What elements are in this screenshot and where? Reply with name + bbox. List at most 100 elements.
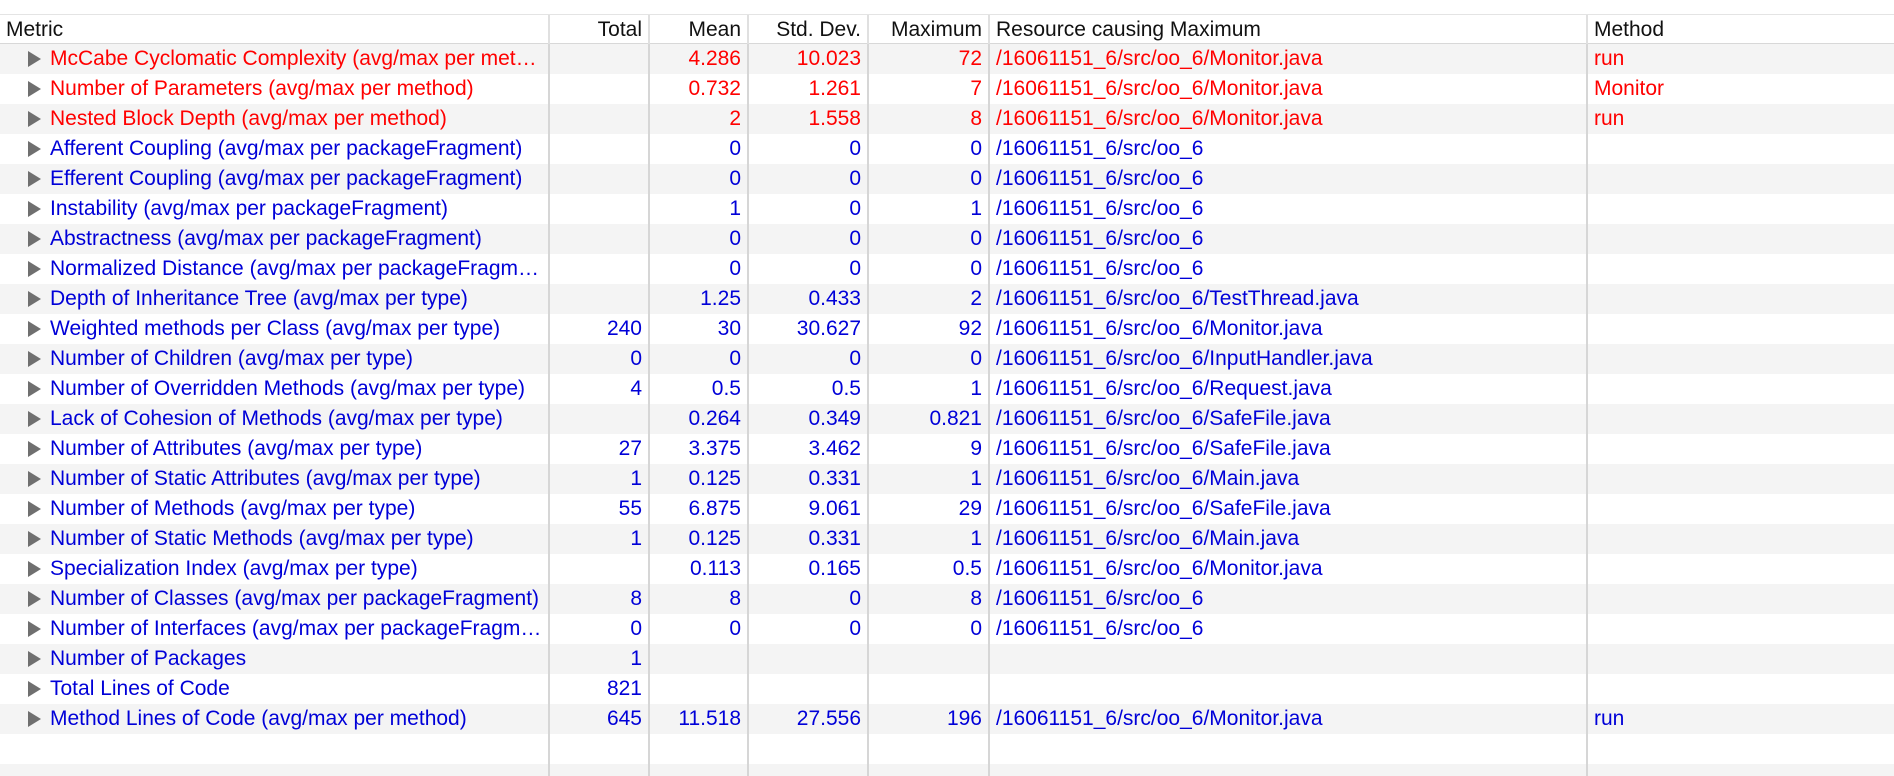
- disclosure-triangle-right-icon[interactable]: [28, 291, 41, 307]
- method-cell: run: [1594, 107, 1625, 130]
- maximum-cell: 0: [869, 164, 990, 194]
- column-header-mean[interactable]: Mean: [650, 15, 749, 44]
- disclosure-triangle-right-icon[interactable]: [28, 261, 41, 277]
- std-dev-cell: 0.165: [749, 554, 869, 584]
- table-row[interactable]: Nested Block Depth (avg/max per method) 2…: [0, 104, 1894, 134]
- disclosure-triangle-right-icon[interactable]: [28, 381, 41, 397]
- maximum-cell: 9: [869, 434, 990, 464]
- disclosure-triangle-right-icon[interactable]: [28, 321, 41, 337]
- table-row[interactable]: Number of Static Methods (avg/max per ty…: [0, 524, 1894, 554]
- table-row[interactable]: Number of Static Attributes (avg/max per…: [0, 464, 1894, 494]
- resource-cell: /16061151_6/src/oo_6/SafeFile.java: [990, 494, 1588, 524]
- table-row[interactable]: Number of Methods (avg/max per type) 55 6.…: [0, 494, 1894, 524]
- metric-name: Number of Static Attributes (avg/max per…: [50, 467, 481, 490]
- table-row[interactable]: Weighted methods per Class (avg/max per …: [0, 314, 1894, 344]
- resource-cell: /16061151_6/src/oo_6/Request.java: [990, 374, 1588, 404]
- mean-cell: 0.113: [650, 554, 749, 584]
- resource-cell: [990, 644, 1588, 674]
- column-header-resource[interactable]: Resource causing Maximum: [990, 15, 1588, 44]
- maximum-cell: [869, 674, 990, 704]
- table-row[interactable]: Number of Overridden Methods (avg/max pe…: [0, 374, 1894, 404]
- mean-cell: 0: [650, 224, 749, 254]
- disclosure-triangle-right-icon[interactable]: [28, 141, 41, 157]
- total-cell: 1: [550, 524, 650, 554]
- table-row[interactable]: Abstractness (avg/max per packageFragmen…: [0, 224, 1894, 254]
- std-dev-cell: 0.5: [749, 374, 869, 404]
- table-row[interactable]: Lack of Cohesion of Methods (avg/max per…: [0, 404, 1894, 434]
- table-row[interactable]: Number of Attributes (avg/max per type) 2…: [0, 434, 1894, 464]
- metric-cell: Instability (avg/max per packageFragment…: [0, 194, 550, 224]
- table-row[interactable]: Number of Parameters (avg/max per method…: [0, 74, 1894, 104]
- disclosure-triangle-right-icon[interactable]: [28, 531, 41, 547]
- table-row[interactable]: Afferent Coupling (avg/max per packageFr…: [0, 134, 1894, 164]
- resource-cell: /16061151_6/src/oo_6: [990, 614, 1588, 644]
- table-row[interactable]: Efferent Coupling (avg/max per packageFr…: [0, 164, 1894, 194]
- disclosure-triangle-right-icon[interactable]: [28, 621, 41, 637]
- empty-cell: [1588, 734, 1894, 764]
- disclosure-triangle-right-icon[interactable]: [28, 411, 41, 427]
- mean-cell: 6.875: [650, 494, 749, 524]
- table-row[interactable]: Number of Children (avg/max per type) 0 0 0…: [0, 344, 1894, 374]
- disclosure-triangle-right-icon[interactable]: [28, 501, 41, 517]
- metric-name: Instability (avg/max per packageFragment…: [50, 197, 449, 220]
- column-header-std-dev[interactable]: Std. Dev.: [749, 15, 869, 44]
- table-body: McCabe Cyclomatic Complexity (avg/max pe…: [0, 44, 1894, 776]
- disclosure-triangle-right-icon[interactable]: [28, 351, 41, 367]
- resource-cell: /16061151_6/src/oo_6/InputHandler.java: [990, 344, 1588, 374]
- std-dev-cell: 1.558: [749, 104, 869, 134]
- table-row[interactable]: Total Lines of Code 821: [0, 674, 1894, 704]
- disclosure-triangle-right-icon[interactable]: [28, 231, 41, 247]
- total-cell: 821: [550, 674, 650, 704]
- method-cell: [1588, 134, 1894, 164]
- resource-cell: /16061151_6/src/oo_6: [990, 164, 1588, 194]
- table-header: Metric Total Mean Std. Dev. Maximum Reso…: [0, 14, 1894, 44]
- table-row[interactable]: Instability (avg/max per packageFragment…: [0, 194, 1894, 224]
- disclosure-triangle-right-icon[interactable]: [28, 111, 41, 127]
- column-header-metric[interactable]: Metric: [0, 15, 550, 44]
- disclosure-triangle-right-icon[interactable]: [28, 441, 41, 457]
- disclosure-triangle-right-icon[interactable]: [28, 651, 41, 667]
- metric-name: Number of Attributes (avg/max per type): [50, 437, 423, 460]
- method-cell: [1588, 344, 1894, 374]
- table-row[interactable]: Specialization Index (avg/max per type) 0…: [0, 554, 1894, 584]
- metric-cell: Number of Interfaces (avg/max per packag…: [0, 614, 550, 644]
- mean-cell: 30: [650, 314, 749, 344]
- table-row[interactable]: Number of Interfaces (avg/max per packag…: [0, 614, 1894, 644]
- table-row[interactable]: Normalized Distance (avg/max per package…: [0, 254, 1894, 284]
- column-header-method[interactable]: Method: [1594, 18, 1665, 41]
- table-row[interactable]: Number of Packages 1: [0, 644, 1894, 674]
- disclosure-triangle-right-icon[interactable]: [28, 471, 41, 487]
- column-header-maximum[interactable]: Maximum: [869, 15, 990, 44]
- metric-cell: Nested Block Depth (avg/max per method): [0, 104, 550, 134]
- disclosure-triangle-right-icon[interactable]: [28, 81, 41, 97]
- column-header-total[interactable]: Total: [550, 15, 650, 44]
- disclosure-triangle-right-icon[interactable]: [28, 561, 41, 577]
- disclosure-triangle-right-icon[interactable]: [28, 51, 41, 67]
- table-row[interactable]: Depth of Inheritance Tree (avg/max per t…: [0, 284, 1894, 314]
- metric-cell: Number of Classes (avg/max per packageFr…: [0, 584, 550, 614]
- empty-cell: [0, 734, 550, 764]
- metric-name: Number of Parameters (avg/max per method…: [50, 77, 474, 100]
- disclosure-triangle-right-icon[interactable]: [28, 711, 41, 727]
- std-dev-cell: 0: [749, 254, 869, 284]
- metric-name: Total Lines of Code: [50, 677, 230, 700]
- std-dev-cell: 0.331: [749, 524, 869, 554]
- metric-cell: Number of Packages: [0, 644, 550, 674]
- table-row[interactable]: McCabe Cyclomatic Complexity (avg/max pe…: [0, 44, 1894, 74]
- total-cell: [550, 224, 650, 254]
- table-row[interactable]: Method Lines of Code (avg/max per method…: [0, 704, 1894, 734]
- disclosure-triangle-right-icon[interactable]: [28, 171, 41, 187]
- disclosure-triangle-right-icon[interactable]: [28, 591, 41, 607]
- metric-cell-content: Normalized Distance (avg/max per package…: [6, 254, 542, 284]
- empty-cell: [650, 764, 749, 776]
- resource-cell: /16061151_6/src/oo_6/SafeFile.java: [990, 404, 1588, 434]
- metric-cell-content: Number of Static Attributes (avg/max per…: [6, 464, 542, 494]
- total-cell: 645: [550, 704, 650, 734]
- method-cell: run: [1594, 47, 1625, 70]
- disclosure-triangle-right-icon[interactable]: [28, 681, 41, 697]
- table-row[interactable]: Number of Classes (avg/max per packageFr…: [0, 584, 1894, 614]
- metric-name: Number of Static Methods (avg/max per ty…: [50, 527, 474, 550]
- resource-cell: /16061151_6/src/oo_6: [990, 584, 1588, 614]
- metric-cell-content: Number of Interfaces (avg/max per packag…: [6, 614, 542, 644]
- disclosure-triangle-right-icon[interactable]: [28, 201, 41, 217]
